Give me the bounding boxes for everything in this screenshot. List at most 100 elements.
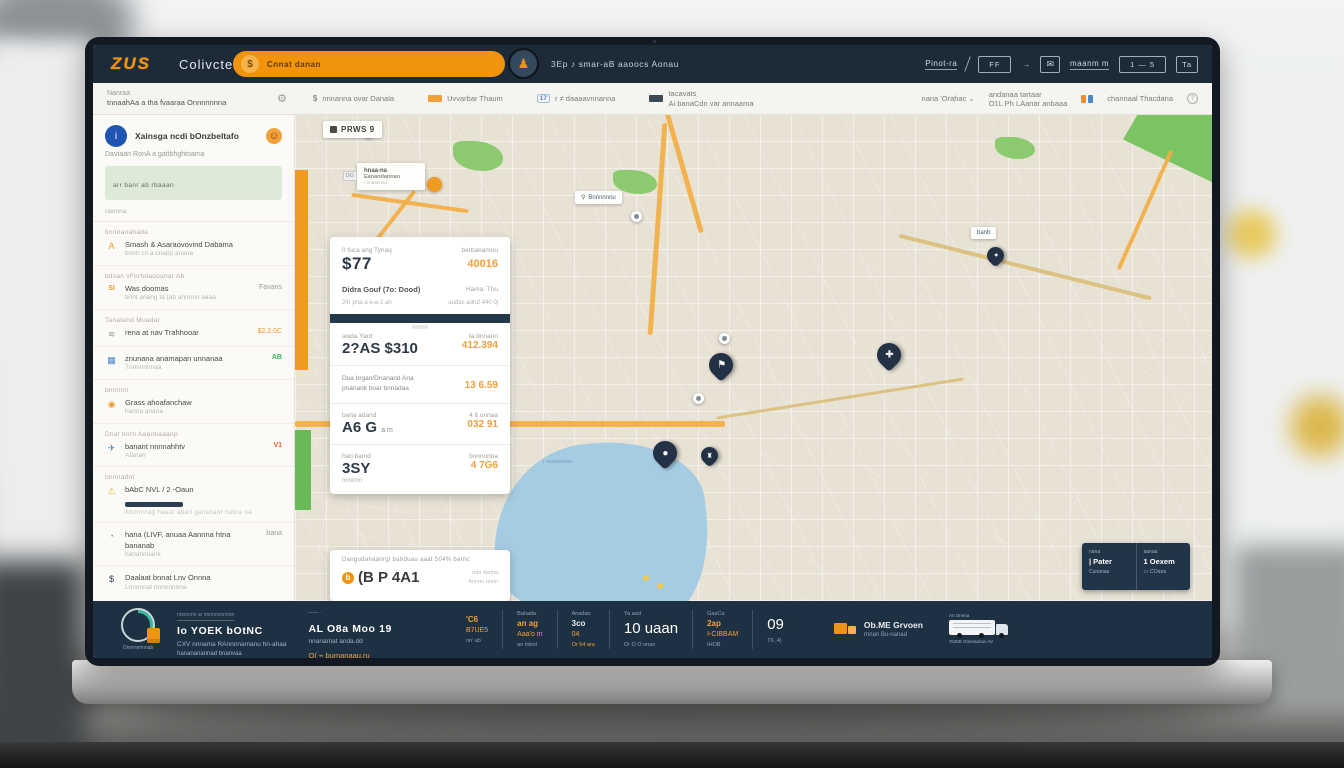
sidebar-item-5[interactable]: Dnat bnrn Aaanbaaanp ✈ banant nnnnahhtv … [93, 424, 294, 468]
stat-cell-3: Ya aad 10 uaan Or O O onao [608, 610, 692, 649]
trailer-shape [948, 619, 995, 635]
help-icon[interactable]: ? [1187, 93, 1198, 104]
doc-icon: A [108, 241, 115, 251]
legend-item-dark-zone[interactable]: tacavats Ai banaCdn var annaama [649, 89, 754, 109]
summary-col-1: nana | Pater Cunanaa [1082, 543, 1136, 590]
fleet-title: Ob.ME Grvoen [863, 619, 923, 630]
background-shelf [0, 40, 95, 640]
search-input-text[interactable]: Cnnat danan [267, 59, 321, 69]
meta-line: O1L Ph LAanar anbaaa [988, 98, 1068, 108]
map-zone-label[interactable]: PRWS 9 [323, 121, 382, 138]
stat-block: hari bamd 3SY nnnnnn [342, 453, 371, 484]
sidebar-item-3[interactable]: ▦ znunana anamapan unnanaa Tnnnnnnnaa AB [93, 347, 294, 380]
cell-value: I-CIBBAM [707, 631, 739, 639]
item-title: Smash & Asaraovovind Dabama [125, 240, 233, 249]
status-stats: 'C6 B7UE5 nn' ab Bahada an ag Aaa'o m an… [452, 610, 798, 649]
wheel [956, 632, 962, 638]
header-actions: Pinot-ra FF → ✉ maanm m 1 — 5 Ta [925, 45, 1198, 83]
app-logo: ZUS [111, 54, 151, 73]
sidebar-item-0[interactable]: bnnnanahada A Smash & Asaraovovind Dabam… [93, 222, 294, 266]
sidebar-item-7[interactable]: ◔ hana (LIVF, anuaa Aannna htna bananab … [93, 523, 294, 567]
stat-block: 0 fuca ang Tynaq $77 [342, 247, 392, 274]
divider [330, 365, 510, 366]
range-button[interactable]: 1 — 5 [1119, 55, 1167, 73]
bank-icon: $ [108, 574, 114, 585]
left-sidebar: i Xainsga ncdi bOnzbeltafo ☺ Davtaan Ron… [93, 115, 295, 601]
white-marker[interactable] [719, 333, 730, 344]
sidebar-item-1[interactable]: bdsan vFnrhdaouunar Ab SI Was doomas bnn… [93, 266, 294, 310]
sidebar-item-8[interactable]: $ Daalaat bnnat Lnv Onnna Lnnnnnat nnnnn… [93, 566, 294, 598]
section-label: bdsan vFnrhdaouunar Ab [105, 272, 185, 280]
legend-item-deals[interactable]: $ nnnanna ovar Danala [313, 94, 394, 103]
stat-suffix: a m [381, 426, 393, 434]
map-place-label[interactable]: ⚲ Bnnnnnnu [575, 191, 622, 204]
cell-value: Aaa'o m [517, 631, 543, 639]
map-mini-card[interactable]: DO hnaa-na Eanandannan r nnaannna [343, 163, 425, 190]
item-amount: $2.2.0C [257, 327, 282, 335]
item-title: Daalaat bnnat Lnv Onnna [125, 573, 211, 583]
gauge-caption: Onnrnnnnnab [122, 645, 154, 651]
item-title: hana (LIVF, anuaa Aannna htna bananab [125, 530, 231, 550]
channel-label: channaal Thacdana [1107, 94, 1173, 103]
alerts-link[interactable]: maanm m [1070, 58, 1110, 70]
legend-item-orange-zone[interactable]: Uvvarbar Thaum [428, 94, 503, 103]
orange-marker[interactable] [427, 177, 442, 192]
stat-value: 3SY [342, 459, 371, 477]
summary-label: nana [1089, 549, 1101, 555]
sort-dropdown[interactable]: nana 'Orahac ⌄ [921, 94, 975, 103]
sidebar-item-2[interactable]: Tanatand Muadar ≋ rena at nav Trahhooar … [93, 310, 294, 347]
clock-icon: ◔ [108, 531, 115, 542]
search-bar[interactable]: $ Cnnat danan [233, 51, 505, 77]
legend-item-blue[interactable]: 17 r ≠ daaaavnnanna [536, 94, 615, 103]
background-yellow-blob [1228, 210, 1276, 258]
pinned-link[interactable]: Pinot-ra [925, 58, 958, 70]
mail-button[interactable]: ✉ [1040, 55, 1060, 73]
yellow-marker[interactable] [643, 575, 649, 581]
mini-card-title: hnaa-na [364, 168, 388, 174]
sidebar-item-4[interactable]: bnnnnn ◉ Grass ahoafanchaw hanna anana [93, 380, 294, 424]
stat-block: Dua brgan/Dnanand Ana pnanank boar bnnad… [342, 374, 414, 395]
white-marker[interactable] [631, 211, 642, 222]
item-status: AB [271, 353, 282, 361]
sidebar-item-6[interactable]: bnnnadnt ⚠ bAbC NVL / 2 -Oaun Ahnnnnag h… [93, 467, 294, 524]
sidebar-user-row[interactable]: i Xainsga ncdi bOnzbeltafo ☺ [93, 115, 294, 149]
notice-box[interactable]: arr banr ab rbaaan [105, 166, 282, 200]
badge-icon: SI [108, 284, 115, 292]
truck-icon [833, 621, 856, 639]
cell-sub: Or 64 ara [571, 641, 595, 648]
yellow-marker[interactable] [657, 583, 663, 589]
stat-label: 4 6 onnaa [469, 411, 498, 419]
progress-bar [125, 502, 183, 508]
secondary-card[interactable]: Dangudanaanrgi bahduau aaat 504% barnc b… [330, 550, 510, 601]
map-pin-label[interactable]: banb [971, 227, 997, 239]
cross-icon: ✚ [884, 349, 894, 361]
bottom-status-bar: Onnrnnnnnab nnnnnnn ar nnnnnnnnnnn Io YO… [93, 601, 1212, 658]
meta-line: andanaa tartaar [988, 89, 1042, 99]
white-marker[interactable] [693, 393, 704, 404]
status-link[interactable]: O( ⌁ bumanaau.ru [308, 651, 370, 658]
stat-sub: nnnnnn [342, 477, 363, 484]
user-name: Xainsga ncdi bOnzbeltafo [135, 131, 239, 141]
channel-color-dots [1081, 94, 1094, 103]
cargo-box-icon [147, 628, 160, 643]
stats-card[interactable]: 0 fuca ang Tynaq $77 berbanamou 40016 Di… [330, 237, 510, 494]
gear-icon[interactable]: ⚙ [277, 93, 287, 105]
stat-label: bnnnnnna [469, 452, 498, 460]
map-green-patch [613, 170, 657, 194]
truck-top-caption: An Onnna [948, 612, 970, 618]
pin-label-text: banb [977, 230, 991, 236]
divider [964, 56, 971, 72]
summary-sub: Cunanaa [1089, 569, 1110, 575]
item-value: bana [266, 530, 282, 538]
section-label: bnnnnn [105, 386, 129, 394]
map-green-patch [995, 137, 1035, 159]
summary-label: aanaa [1143, 549, 1158, 555]
mini-card-tag: DO [343, 171, 357, 181]
envelope-icon: ✉ [1046, 58, 1054, 69]
user-avatar[interactable]: ♟ [508, 48, 539, 79]
ta-button[interactable]: Ta [1176, 55, 1198, 73]
wheel [978, 632, 984, 638]
background-dark-object [0, 560, 85, 768]
ff-button[interactable]: FF [978, 55, 1012, 73]
map-summary-card[interactable]: nana | Pater Cunanaa aanaa 1 Oexem ▭ C'D… [1082, 543, 1190, 590]
